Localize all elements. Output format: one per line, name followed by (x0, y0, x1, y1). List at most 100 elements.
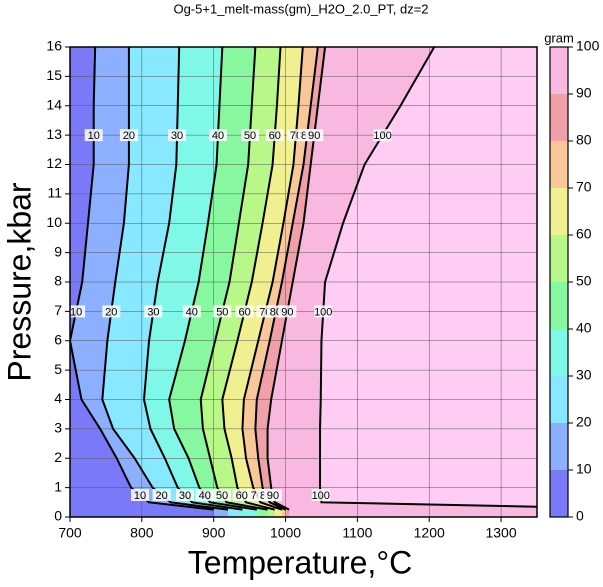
x-axis-title: Temperature,°C (188, 544, 412, 580)
contour-label-bg (240, 129, 259, 142)
contour-label-bg (278, 305, 297, 318)
annotation-layer: 1010102020203030304040405050506060607070… (46, 38, 599, 541)
contour-label: 20 (123, 130, 135, 142)
contour-label: 60 (236, 490, 248, 502)
contour-label: 30 (147, 306, 159, 318)
contour-label: 20 (105, 306, 117, 318)
colorbar-tick-label: 50 (576, 273, 592, 289)
contour-label: 90 (267, 490, 279, 502)
colorbar-band (550, 141, 568, 188)
y-tick-label: 9 (54, 243, 62, 259)
colorbar-band (550, 235, 568, 282)
colorbar-title: gram (544, 30, 574, 45)
y-axis-title: Pressure,kbar (1, 182, 37, 382)
colorbar-band (550, 47, 568, 94)
contour-label-bg (265, 129, 284, 142)
y-tick-label: 15 (46, 67, 62, 83)
colorbar-tick-label: 100 (576, 38, 600, 54)
y-tick-label: 16 (46, 38, 62, 54)
contour-label: 10 (88, 130, 100, 142)
plot-frame (69, 46, 538, 518)
contour-label: 90 (308, 130, 320, 142)
y-tick-label: 8 (54, 273, 62, 289)
contour-label: 50 (216, 490, 228, 502)
x-tick-label: 1200 (414, 525, 445, 541)
contour-fill (70, 47, 214, 517)
contour-label-bg (175, 488, 194, 501)
y-tick-label: 14 (46, 96, 62, 112)
y-tick-label: 7 (54, 302, 62, 318)
contour-label-bg (182, 305, 201, 318)
contour-label: 50 (216, 306, 228, 318)
contour-label-bg (131, 488, 150, 501)
colorbar-tick-label: 10 (576, 461, 592, 477)
y-tick-label: 6 (54, 331, 62, 347)
contour-label: 100 (373, 130, 391, 142)
contour-label-bg (314, 305, 333, 318)
colorbar-tick-label: 60 (576, 226, 592, 242)
y-tick-label: 2 (54, 449, 62, 465)
contour-label-bg (119, 129, 138, 142)
colorbar-band (550, 376, 568, 423)
contour-label-bg (232, 488, 251, 501)
contour-label-bg (235, 305, 254, 318)
y-tick-label: 12 (46, 155, 62, 171)
contour-label: 100 (312, 490, 330, 502)
contour-label-bg (263, 488, 282, 501)
x-tick-label: 900 (202, 525, 226, 541)
x-tick-label: 1100 (342, 525, 372, 541)
contour-label-bg (152, 488, 171, 501)
chart-title: Og-5+1_melt-mass(gm)_H2O_2.0_PT, dz=2 (173, 1, 428, 16)
contour-label: 60 (269, 130, 281, 142)
contour-label: 40 (186, 306, 198, 318)
contour-label: 50 (244, 130, 256, 142)
colorbar-band (550, 94, 568, 141)
contour-label-bg (67, 305, 86, 318)
contour-label-bg (305, 129, 324, 142)
contour-label: 40 (199, 490, 211, 502)
colorbar-band (550, 282, 568, 329)
colorbar-tick-label: 20 (576, 414, 592, 430)
colorbar-band (550, 470, 568, 517)
contour-label: 20 (155, 490, 167, 502)
colorbar-band (550, 329, 568, 376)
colorbar-tick-label: 40 (576, 320, 592, 336)
contour-label-bg (144, 305, 163, 318)
colorbar-tick-label: 80 (576, 132, 592, 148)
contour-label: 10 (70, 306, 82, 318)
contour-label-bg (209, 129, 228, 142)
y-tick-label: 1 (54, 478, 62, 494)
y-tick-label: 4 (54, 390, 62, 406)
contour-label: 30 (179, 490, 191, 502)
y-tick-label: 3 (54, 420, 62, 436)
colorbar-tick-label: 0 (576, 508, 584, 524)
y-tick-label: 10 (46, 214, 62, 230)
colorbar-tick-label: 30 (576, 367, 592, 383)
contour-label-bg (102, 305, 121, 318)
contour-label-bg (195, 488, 214, 501)
contour-label: 10 (134, 490, 146, 502)
colorbar-tick-label: 70 (576, 179, 592, 195)
contour-label-bg (373, 129, 392, 142)
x-tick-label: 800 (130, 525, 154, 541)
y-tick-label: 0 (54, 508, 62, 524)
colorbar-band (550, 423, 568, 470)
y-tick-label: 5 (54, 361, 62, 377)
y-tick-label: 11 (47, 185, 62, 201)
colorbar-band (550, 188, 568, 235)
y-tick-label: 13 (46, 126, 62, 142)
contour-label: 60 (238, 306, 250, 318)
contour-label: 30 (171, 130, 183, 142)
contour-label: 100 (314, 306, 332, 318)
contour-label: 40 (212, 130, 224, 142)
contour-label-bg (212, 488, 231, 501)
contour-label: 90 (281, 306, 293, 318)
colorbar-tick-label: 90 (576, 85, 592, 101)
contour-label-bg (311, 488, 330, 501)
contour-label-bg (168, 129, 187, 142)
x-tick-label: 1000 (270, 525, 301, 541)
x-tick-label: 700 (58, 525, 82, 541)
x-tick-label: 1300 (485, 525, 516, 541)
contour-label-bg (213, 305, 232, 318)
